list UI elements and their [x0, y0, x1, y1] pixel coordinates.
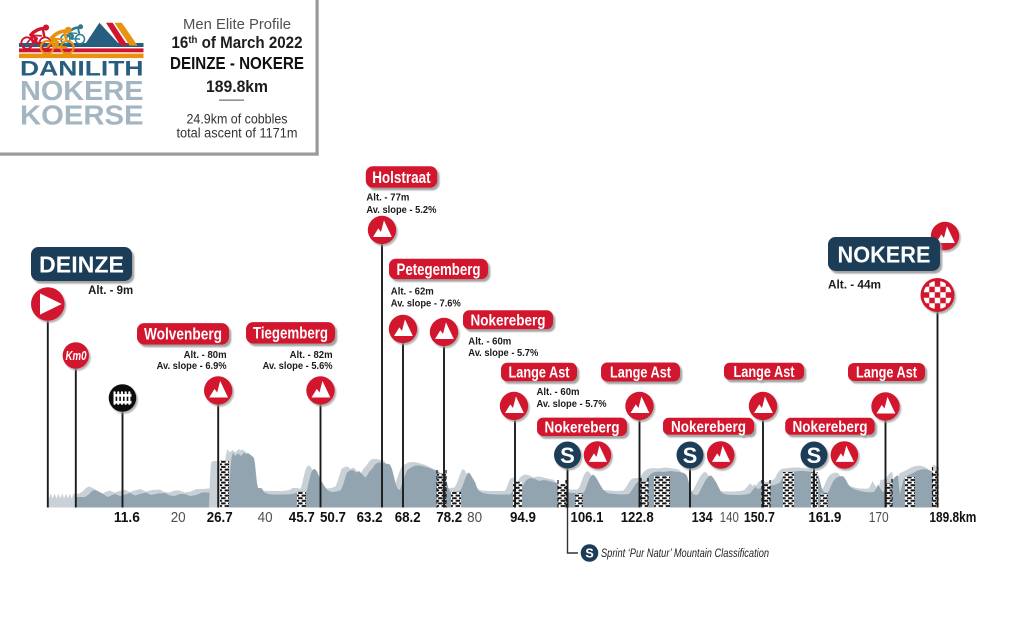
svg-text:Av. slope - 5.7%: Av. slope - 5.7%	[537, 398, 608, 410]
svg-text:150.7: 150.7	[744, 510, 775, 526]
svg-text:Lange Ast: Lange Ast	[734, 364, 796, 381]
svg-text:170: 170	[869, 510, 889, 526]
svg-text:NOKERE: NOKERE	[838, 241, 931, 267]
svg-text:40: 40	[258, 510, 273, 526]
svg-text:24.9km of cobbles: 24.9km of cobbles	[187, 112, 288, 127]
svg-text:KOERSE: KOERSE	[20, 99, 144, 130]
svg-text:50.7: 50.7	[320, 510, 346, 526]
svg-text:S: S	[560, 443, 575, 468]
svg-text:20: 20	[171, 510, 186, 526]
svg-text:Tiegemberg: Tiegemberg	[253, 325, 328, 343]
svg-text:Lange Ast: Lange Ast	[610, 365, 672, 382]
svg-text:Alt. - 82m: Alt. - 82m	[290, 349, 333, 361]
svg-text:DANILITH: DANILITH	[20, 57, 144, 81]
svg-text:DEINZE: DEINZE	[39, 251, 124, 277]
svg-text:Av. slope - 5.7%: Av. slope - 5.7%	[468, 347, 539, 359]
svg-text:Men Elite Profile: Men Elite Profile	[183, 17, 291, 33]
svg-text:161.9: 161.9	[808, 510, 841, 526]
svg-text:Km0: Km0	[66, 349, 87, 363]
svg-text:11.6: 11.6	[114, 510, 140, 526]
svg-text:Wolvenberg: Wolvenberg	[144, 326, 222, 344]
svg-text:106.1: 106.1	[571, 510, 604, 526]
svg-text:45.7: 45.7	[289, 510, 315, 526]
svg-text:63.2: 63.2	[357, 510, 383, 526]
svg-text:Sprint ‘Pur Natur’ Mountain Cl: Sprint ‘Pur Natur’ Mountain Classificati…	[601, 548, 769, 560]
svg-text:Lange Ast: Lange Ast	[509, 365, 571, 382]
svg-text:Lange Ast: Lange Ast	[856, 365, 918, 382]
svg-text:Nokereberg: Nokereberg	[471, 313, 546, 330]
svg-text:Alt. - 60m: Alt. - 60m	[537, 386, 580, 398]
svg-text:134: 134	[692, 510, 713, 526]
svg-text:Nokereberg: Nokereberg	[545, 420, 620, 437]
svg-text:189.8km: 189.8km	[929, 510, 976, 526]
svg-text:Alt. - 62m: Alt. - 62m	[391, 285, 434, 297]
svg-text:Alt. - 44m: Alt. - 44m	[828, 280, 881, 292]
svg-text:26.7: 26.7	[207, 510, 233, 526]
svg-text:Alt. - 80m: Alt. - 80m	[184, 349, 227, 361]
svg-text:Alt. - 60m: Alt. - 60m	[468, 336, 511, 348]
svg-text:Holstraat: Holstraat	[372, 169, 431, 187]
svg-text:S: S	[683, 443, 698, 468]
svg-text:68.2: 68.2	[395, 510, 421, 526]
svg-text:DEINZE - NOKERE: DEINZE - NOKERE	[170, 53, 304, 73]
svg-text:Av. slope - 6.9%: Av. slope - 6.9%	[157, 360, 228, 372]
svg-text:122.8: 122.8	[621, 510, 654, 526]
svg-text:Alt. - 9m: Alt. - 9m	[88, 285, 133, 297]
svg-text:S: S	[585, 546, 593, 560]
svg-text:189.8km: 189.8km	[206, 78, 268, 96]
svg-text:Av. slope - 5.6%: Av. slope - 5.6%	[263, 360, 334, 372]
svg-text:Av. slope - 5.2%: Av. slope - 5.2%	[366, 204, 437, 216]
svg-text:Alt. - 77m: Alt. - 77m	[366, 191, 409, 203]
svg-text:78.2: 78.2	[436, 510, 462, 526]
svg-text:94.9: 94.9	[510, 510, 536, 526]
svg-text:Av. slope - 7.6%: Av. slope - 7.6%	[391, 298, 462, 310]
svg-text:S: S	[807, 443, 822, 468]
svg-text:16th of March 2022: 16th of March 2022	[172, 34, 303, 53]
svg-text:total ascent of 1171m: total ascent of 1171m	[177, 126, 298, 141]
svg-text:Petegemberg: Petegemberg	[397, 261, 481, 279]
svg-text:80: 80	[467, 510, 482, 526]
svg-text:Nokereberg: Nokereberg	[793, 419, 868, 436]
svg-text:140: 140	[720, 510, 739, 526]
svg-text:NOKERE: NOKERE	[20, 75, 144, 106]
svg-text:Nokereberg: Nokereberg	[671, 419, 746, 436]
